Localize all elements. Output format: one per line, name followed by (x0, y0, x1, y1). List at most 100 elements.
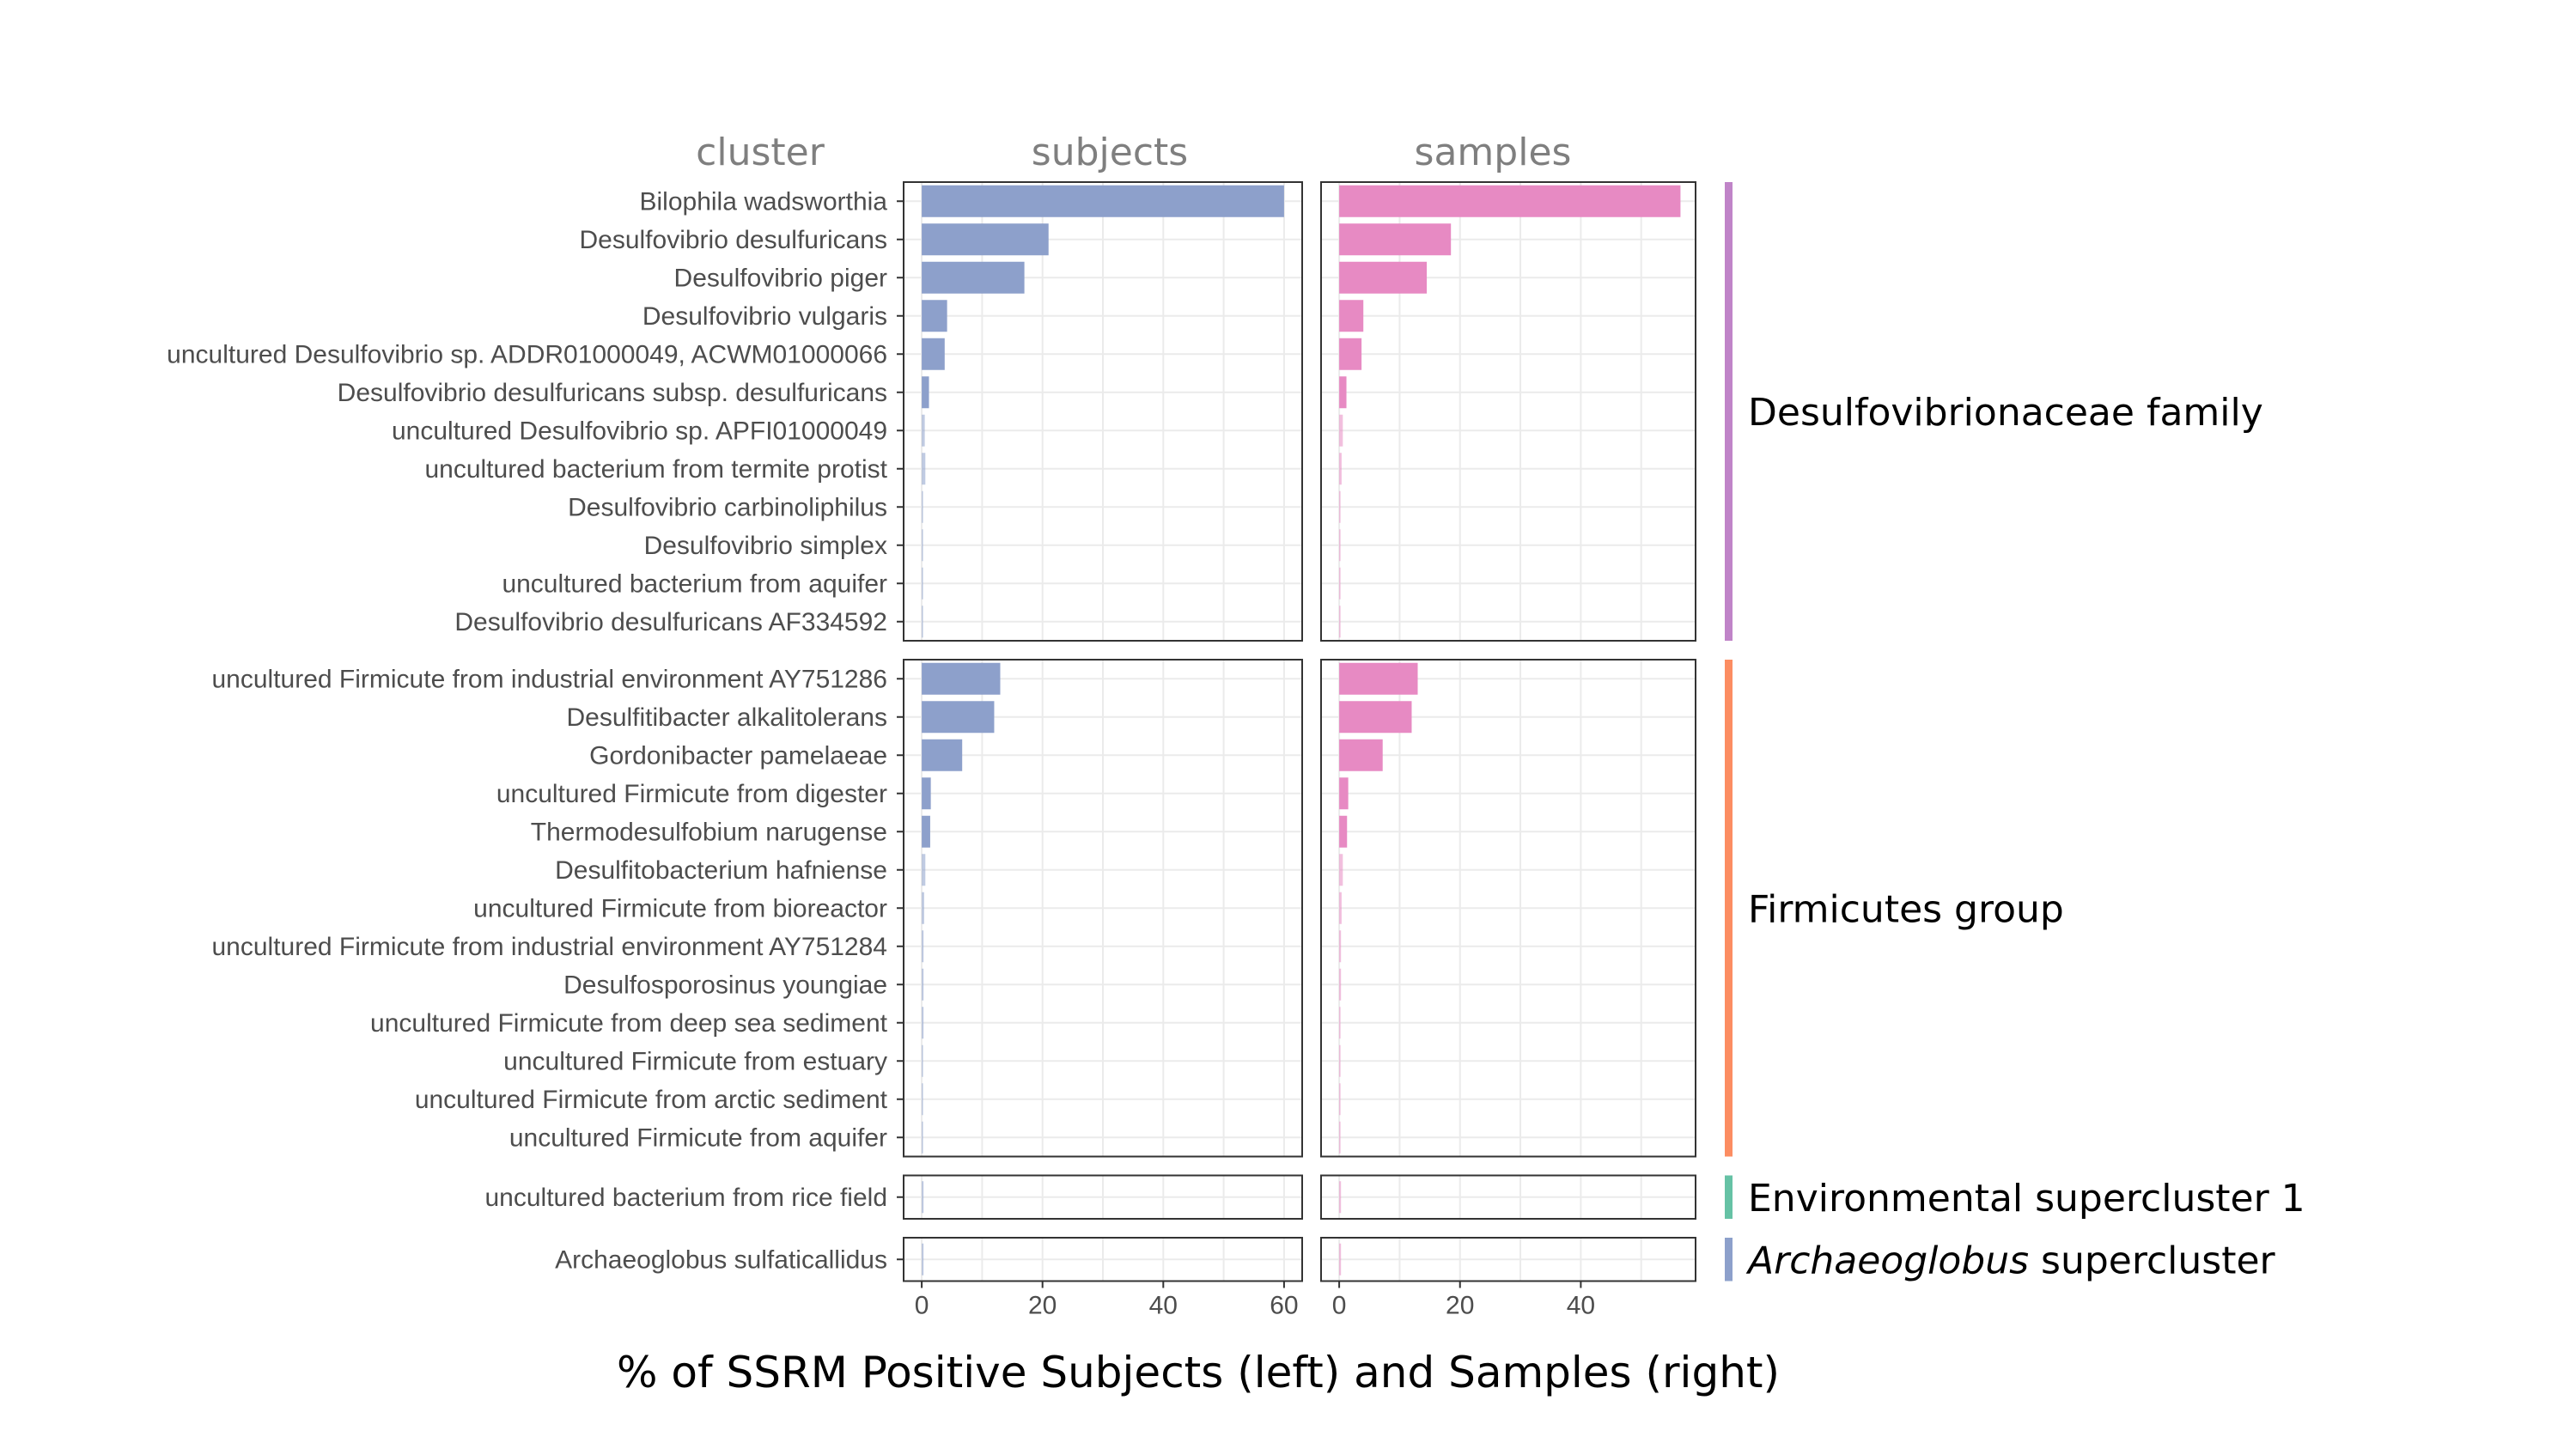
bar-samples-desulfovibrio-desulfuricans (1339, 223, 1452, 256)
bar-samples-desulfovibrio-piger (1339, 261, 1428, 294)
group-label-desulfovibrionaceae-family: Desulfovibrionaceae family (1748, 391, 2263, 435)
group-label-environmental-supercluster-1: Environmental supercluster 1 (1748, 1177, 2305, 1221)
panels: Bilophila wadsworthia Desulfovibrio desul… (167, 181, 2305, 1320)
category-label-desulfosporosinus-youngiae: Desulfosporosinus youngiae (563, 971, 887, 999)
bar-samples-desulfosporosinus-youngiae (1339, 968, 1342, 1001)
category-label-archaeoglobus-sulfaticallidus: Archaeoglobus sulfaticallidus (555, 1245, 887, 1274)
category-label-uncultured-firmicute-from-digester: uncultured Firmicute from digester (496, 780, 887, 808)
bar-subjects-uncultured-firmicute-from-estuary (922, 1044, 923, 1077)
group-label-firmicutes-group: Firmicutes group (1748, 887, 2064, 931)
bar-subjects-uncultured-firmicute-from-digester (922, 777, 931, 810)
category-label-desulfovibrio-carbinoliphilus: Desulfovibrio carbinoliphilus (568, 493, 887, 521)
category-label-desulfovibrio-desulfuricans-af334592: Desulfovibrio desulfuricans AF334592 (454, 608, 887, 636)
x-axis-title: % of SSRM Positive Subjects (left) and S… (617, 1348, 1780, 1397)
subjects-column-header: subjects (1032, 131, 1188, 174)
panel-samples-environmental-supercluster-1 (1320, 1174, 1696, 1220)
bar-samples-uncultured-firmicute-from-deep-sea-sediment (1339, 1007, 1341, 1039)
panel-samples-desulfovibrionaceae-family (1320, 181, 1696, 642)
category-label-uncultured-firmicute-from-arctic-sediment: uncultured Firmicute from arctic sedimen… (415, 1086, 888, 1114)
category-label-uncultured-bacterium-from-aquifer: uncultured bacterium from aquifer (502, 569, 887, 598)
samples-column-header: samples (1415, 131, 1572, 174)
group-label-archaeoglobus-supercluster: Archaeoglobus supercluster (1745, 1239, 2276, 1282)
bar-subjects-uncultured-firmicute-from-arctic-sediment (922, 1083, 923, 1116)
bar-subjects-gordonibacter-pamelaeae (922, 739, 963, 771)
x-tick-label: 0 (915, 1292, 929, 1320)
panel-subjects-supercluster: Archaeoglobus sulfaticallidus 0 20 40 60 (555, 1237, 1303, 1320)
group-strip-desulfovibrionaceae-family (1725, 182, 1733, 641)
bar-subjects-desulfovibrio-piger (922, 261, 1025, 294)
x-tick-label: 60 (1270, 1292, 1298, 1320)
panel-border (1320, 181, 1696, 642)
bar-samples-uncultured-firmicute-from-bioreactor (1339, 892, 1342, 924)
bar-subjects-desulfovibrio-carbinoliphilus (922, 490, 923, 523)
category-label-bilophila-wadsworthia: Bilophila wadsworthia (640, 187, 888, 216)
panel-subjects-firmicutes-group: uncultured Firmicute from industrial env… (211, 659, 1303, 1158)
bar-samples-archaeoglobus-sulfaticallidus (1339, 1243, 1342, 1275)
bar-samples-desulfovibrio-desulfuricans-subsp-desulfuricans (1339, 376, 1347, 409)
bar-samples-gordonibacter-pamelaeae (1339, 739, 1383, 771)
group-label-italic-part: Archaeoglobus (1745, 1239, 2041, 1282)
bar-samples-desulfovibrio-simplex (1339, 529, 1341, 562)
bar-samples-uncultured-desulfovibrio-sp-apfi01000049 (1339, 414, 1343, 447)
bar-subjects-uncultured-firmicute-from-industrial-environment-ay751286 (922, 662, 1001, 695)
category-label-uncultured-bacterium-from-rice-field: uncultured bacterium from rice field (484, 1184, 887, 1212)
category-label-desulfovibrio-desulfuricans-subsp-desulfuricans: Desulfovibrio desulfuricans subsp. desul… (338, 379, 887, 407)
panel-samples-supercluster: 0 20 40 (1320, 1237, 1696, 1320)
bar-subjects-desulfitibacter-alkalitolerans (922, 701, 995, 734)
bar-samples-thermodesulfobium-narugense (1339, 815, 1348, 848)
bar-subjects-uncultured-firmicute-from-deep-sea-sediment (922, 1007, 924, 1039)
category-label-desulfovibrio-simplex: Desulfovibrio simplex (644, 532, 887, 560)
group-label-rest: supercluster (2041, 1239, 2275, 1282)
bar-samples-desulfitibacter-alkalitolerans (1339, 701, 1412, 734)
category-label-desulfitobacterium-hafniense: Desulfitobacterium hafniense (555, 856, 887, 885)
bar-subjects-bilophila-wadsworthia (922, 185, 1284, 217)
category-label-uncultured-firmicute-from-aquifer: uncultured Firmicute from aquifer (509, 1123, 887, 1152)
category-label-uncultured-desulfovibrio-sp-apfi01000049: uncultured Desulfovibrio sp. APFI0100004… (392, 417, 887, 445)
x-tick-label: 20 (1028, 1292, 1057, 1320)
x-tick-label: 20 (1446, 1292, 1474, 1320)
category-label-uncultured-firmicute-from-industrial-environment-ay751286: uncultured Firmicute from industrial env… (211, 665, 887, 693)
bar-subjects-desulfovibrio-desulfuricans-subsp-desulfuricans (922, 376, 929, 409)
x-tick-label: 40 (1567, 1292, 1595, 1320)
bar-subjects-uncultured-bacterium-from-rice-field (922, 1181, 924, 1214)
panel-border (1320, 659, 1696, 1158)
bar-subjects-desulfovibrio-vulgaris (922, 300, 947, 332)
group-strip-firmicutes-group (1725, 660, 1733, 1157)
bar-subjects-desulfovibrio-simplex (922, 529, 923, 562)
bar-samples-uncultured-bacterium-from-aquifer (1339, 567, 1341, 600)
category-label-uncultured-firmicute-from-bioreactor: uncultured Firmicute from bioreactor (473, 894, 887, 922)
x-tick-label: 40 (1149, 1292, 1178, 1320)
panel-background (1321, 182, 1696, 641)
bar-subjects-desulfovibrio-desulfuricans (922, 223, 1049, 256)
panel-samples-firmicutes-group (1320, 659, 1696, 1158)
bar-samples-uncultured-firmicute-from-industrial-environment-ay751286 (1339, 662, 1418, 695)
bar-samples-uncultured-firmicute-from-estuary (1339, 1044, 1341, 1077)
category-label-desulfovibrio-piger: Desulfovibrio piger (674, 264, 887, 292)
category-label-gordonibacter-pamelaeae: Gordonibacter pamelaeae (589, 741, 887, 770)
bar-samples-bilophila-wadsworthia (1339, 185, 1681, 217)
bar-subjects-desulfitobacterium-hafniense (922, 854, 926, 886)
x-tick-label: 0 (1332, 1292, 1347, 1320)
panel-subjects-environmental-supercluster-1: uncultured bacterium from rice field (484, 1174, 1303, 1220)
bar-subjects-uncultured-bacterium-from-aquifer (922, 567, 923, 600)
category-label-uncultured-desulfovibrio-sp-addr01000049-acwm01000066: uncultured Desulfovibrio sp. ADDR0100004… (167, 340, 887, 368)
bar-subjects-archaeoglobus-sulfaticallidus (922, 1243, 924, 1275)
category-label-desulfitibacter-alkalitolerans: Desulfitibacter alkalitolerans (566, 703, 887, 732)
bar-subjects-uncultured-bacterium-from-termite-protist (922, 453, 926, 485)
panel-border (1320, 1237, 1696, 1282)
bar-samples-uncultured-firmicute-from-aquifer (1339, 1121, 1341, 1154)
category-label-uncultured-bacterium-from-termite-protist: uncultured bacterium from termite protis… (424, 455, 887, 484)
bar-samples-desulfitobacterium-hafniense (1339, 854, 1343, 886)
bar-subjects-thermodesulfobium-narugense (922, 815, 930, 848)
bar-subjects-uncultured-desulfovibrio-sp-apfi01000049 (922, 414, 925, 447)
cluster-column-header: cluster (696, 131, 825, 174)
bar-samples-uncultured-desulfovibrio-sp-addr01000049-acwm01000066 (1339, 338, 1362, 370)
group-strip-archaeoglobus-supercluster (1725, 1238, 1733, 1282)
category-label-uncultured-firmicute-from-estuary: uncultured Firmicute from estuary (503, 1047, 887, 1075)
category-label-desulfovibrio-desulfuricans: Desulfovibrio desulfuricans (579, 226, 887, 254)
bar-subjects-uncultured-firmicute-from-industrial-environment-ay751284 (922, 930, 924, 963)
group-strip-environmental-supercluster-1 (1725, 1175, 1733, 1219)
category-label-uncultured-firmicute-from-deep-sea-sediment: uncultured Firmicute from deep sea sedim… (370, 1009, 888, 1038)
category-label-desulfovibrio-vulgaris: Desulfovibrio vulgaris (642, 302, 887, 331)
